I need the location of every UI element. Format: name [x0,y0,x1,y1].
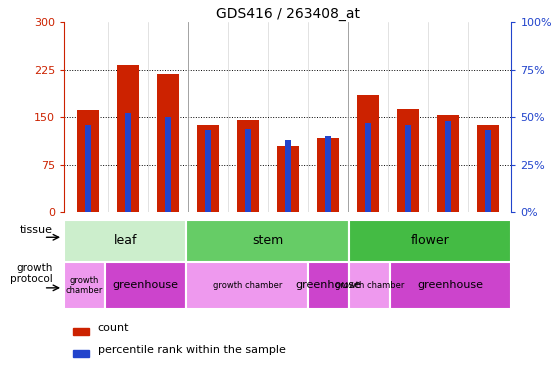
Bar [165,117,171,212]
Bar [308,262,349,309]
Bar [64,262,105,309]
Bar [476,125,499,212]
Bar [317,138,339,212]
Bar [228,22,268,212]
Text: greenhouse: greenhouse [296,280,362,291]
Bar [364,123,371,212]
Bar [405,125,411,212]
Text: growth
chamber: growth chamber [66,276,103,295]
Title: GDS416 / 263408_at: GDS416 / 263408_at [216,7,360,21]
Bar [205,130,211,212]
Bar [268,22,308,212]
Bar [325,136,331,212]
Bar [485,130,491,212]
Bar [105,262,186,309]
Bar [188,22,228,212]
Bar [277,146,299,212]
Text: count: count [98,323,129,333]
Bar [428,22,467,212]
Bar [467,22,508,212]
Bar [285,140,291,212]
Bar [197,125,219,212]
Bar [157,74,179,212]
Bar [186,262,308,309]
Bar [125,113,131,212]
Bar [245,128,251,212]
Bar [357,95,379,212]
Bar [73,350,89,356]
Bar [308,22,348,212]
Bar [117,65,139,212]
Bar [388,22,428,212]
Bar [444,121,451,212]
Bar [73,328,89,335]
Bar [397,109,419,212]
Text: growth chamber: growth chamber [334,281,404,290]
Bar [85,125,91,212]
Bar [148,22,188,212]
Bar [349,220,511,262]
Text: greenhouse: greenhouse [112,280,178,291]
Text: leaf: leaf [113,234,137,247]
Bar [390,262,511,309]
Text: growth
protocol: growth protocol [10,263,53,284]
Bar [68,22,108,212]
Text: stem: stem [252,234,283,247]
Bar [108,22,148,212]
Text: greenhouse: greenhouse [418,280,484,291]
Bar [437,115,458,212]
Bar [348,22,388,212]
Bar [77,109,100,212]
Bar [237,120,259,212]
Text: flower: flower [411,234,449,247]
Text: tissue: tissue [20,225,53,235]
Bar [186,220,349,262]
Text: growth chamber: growth chamber [212,281,282,290]
Bar [349,262,390,309]
Bar [64,220,186,262]
Text: percentile rank within the sample: percentile rank within the sample [98,345,286,355]
